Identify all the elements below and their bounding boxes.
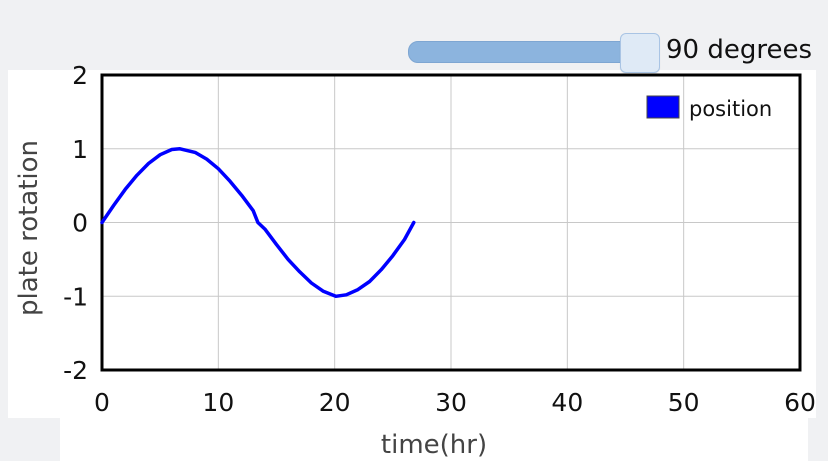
x-tick-labels: 0 10 20 30 40 50 60 xyxy=(94,388,816,417)
x-tick-label: 20 xyxy=(319,388,351,417)
y-tick-label: -1 xyxy=(63,282,88,311)
x-axis-label: time(hr) xyxy=(380,430,488,460)
x-tick-label: 60 xyxy=(784,388,816,417)
legend: position xyxy=(646,95,772,121)
series-line-position xyxy=(100,147,416,299)
angle-slider[interactable] xyxy=(408,33,664,73)
x-tick-label: 10 xyxy=(202,388,234,417)
y-tick-label: 2 xyxy=(72,61,88,90)
y-tick-label: -2 xyxy=(63,356,88,385)
x-tick-label: 30 xyxy=(435,388,467,417)
y-tick-label: 1 xyxy=(72,135,88,164)
x-tick-label: 40 xyxy=(551,388,583,417)
series-lines xyxy=(100,147,416,299)
legend-swatch-position xyxy=(646,95,680,119)
slider-handle[interactable] xyxy=(620,33,660,73)
legend-label-position: position xyxy=(689,97,772,121)
x-tick-label: 0 xyxy=(94,388,110,417)
y-tick-labels: 2 1 0 -1 -2 xyxy=(63,61,88,385)
y-axis-label: plate rotation xyxy=(14,139,44,317)
slider-value-label: 90 degrees xyxy=(666,35,813,65)
y-tick-label: 0 xyxy=(72,209,88,238)
plot-background xyxy=(8,70,816,418)
xlabel-background xyxy=(60,418,808,461)
x-tick-label: 50 xyxy=(668,388,700,417)
